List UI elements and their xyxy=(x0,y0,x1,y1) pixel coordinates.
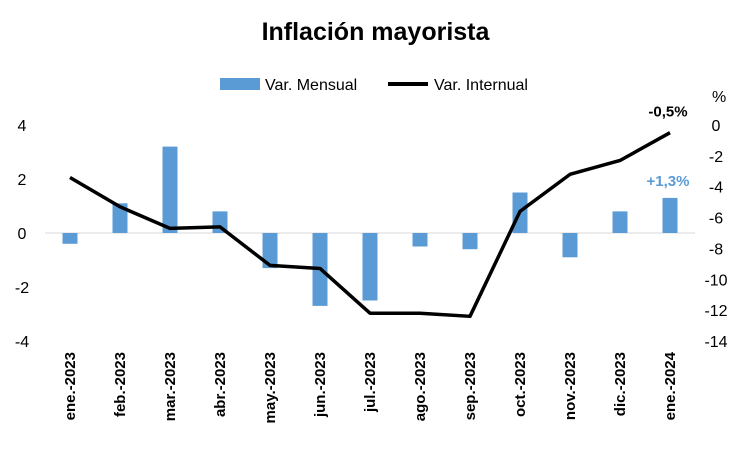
right-tick-label: -2 xyxy=(709,149,723,166)
legend: Var. Mensual Var. Internual xyxy=(220,77,528,94)
bar-mensual xyxy=(62,233,78,244)
bar-mensual xyxy=(662,197,678,233)
category-label: ago.-2023 xyxy=(412,352,429,421)
line-series-internual xyxy=(69,131,671,319)
annotation-label: +1,3% xyxy=(647,173,690,190)
left-tick-label: -2 xyxy=(15,280,29,297)
annotation-label: -0,5% xyxy=(648,104,687,121)
right-tick-label: 0 xyxy=(712,118,721,135)
left-tick-label: -4 xyxy=(15,334,29,351)
right-tick-label: -8 xyxy=(709,241,723,258)
legend-swatch-mensual xyxy=(220,78,260,90)
right-tick-label: -10 xyxy=(704,272,727,289)
category-label: jul.-2023 xyxy=(362,352,379,413)
category-label: oct.-2023 xyxy=(512,352,529,417)
bar-mensual xyxy=(462,233,478,250)
category-label: abr.-2023 xyxy=(212,352,229,417)
left-tick-label: 0 xyxy=(18,226,27,243)
category-label: may.-2023 xyxy=(262,352,279,423)
legend-label-mensual: Var. Mensual xyxy=(265,77,357,94)
right-tick-label: -6 xyxy=(709,211,723,228)
category-labels: ene.-2023 feb.-2023 mar.-2023 abr.-2023 may.… xyxy=(62,351,679,423)
left-axis: 4 2 0 -2 -4 xyxy=(15,118,29,351)
annotations: -0,5% +1,3% xyxy=(647,104,690,190)
right-tick-label: -4 xyxy=(709,180,723,197)
bar-mensual xyxy=(612,211,628,233)
category-label: feb.-2023 xyxy=(112,352,129,417)
left-tick-label: 2 xyxy=(18,172,27,189)
category-label: mar.-2023 xyxy=(162,352,179,421)
bar-mensual xyxy=(412,233,428,247)
bar-mensual xyxy=(112,203,128,233)
category-label: ene.-2023 xyxy=(62,352,79,420)
bar-mensual xyxy=(362,233,378,301)
category-label: nov.-2023 xyxy=(562,352,579,420)
bar-mensual xyxy=(562,233,578,258)
right-axis: 0 -2 -4 -6 -8 -10 -12 -14 xyxy=(704,118,727,351)
category-label: dic.-2023 xyxy=(612,352,629,416)
bar-mensual xyxy=(262,233,278,269)
left-tick-label: 4 xyxy=(18,118,27,135)
category-label: jun.-2023 xyxy=(312,352,329,418)
category-label: sep.-2023 xyxy=(462,352,479,420)
right-axis-label: % xyxy=(712,89,726,106)
right-tick-label: -12 xyxy=(704,303,727,320)
bar-series xyxy=(62,146,678,306)
chart-title: Inflación mayorista xyxy=(261,18,490,46)
bar-mensual xyxy=(162,146,178,233)
legend-label-internual: Var. Internual xyxy=(434,77,528,94)
right-tick-label: -14 xyxy=(704,334,727,351)
category-label: ene.-2024 xyxy=(662,351,679,420)
